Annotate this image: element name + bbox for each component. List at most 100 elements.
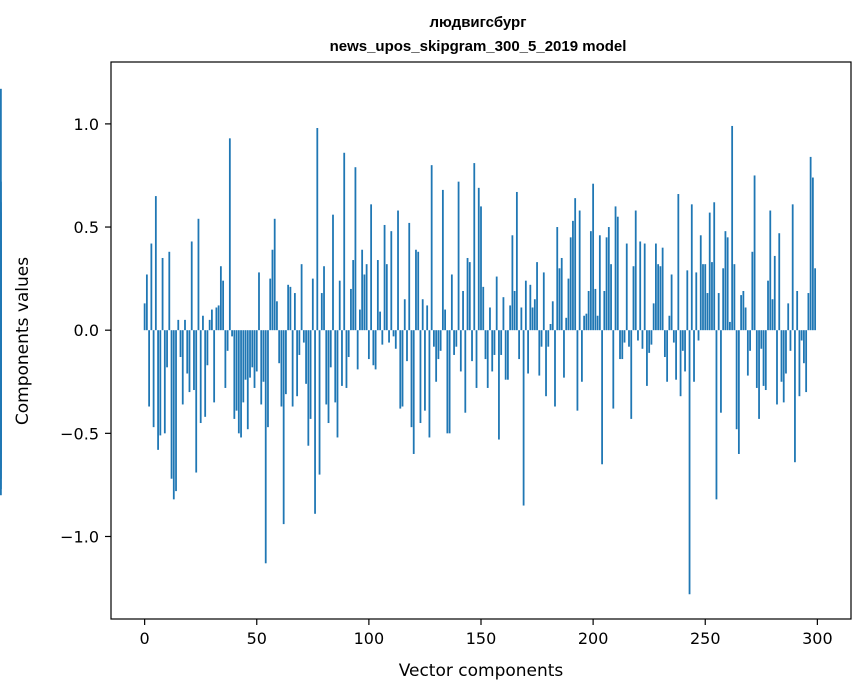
bar: [0, 270, 2, 331]
bar: [332, 214, 334, 331]
bar: [744, 307, 747, 331]
bar: [224, 330, 227, 388]
bar: [740, 295, 743, 331]
bar: [800, 330, 803, 341]
bar: [493, 330, 496, 355]
bar: [336, 330, 339, 438]
bar: [632, 266, 635, 331]
bar: [441, 189, 444, 331]
bar: [421, 299, 424, 331]
bar: [419, 330, 422, 424]
bar: [702, 264, 704, 331]
bar: [354, 167, 357, 331]
bar: [798, 330, 801, 397]
x-tick-label: 200: [578, 629, 609, 648]
bar: [794, 330, 796, 463]
bar: [394, 330, 397, 349]
chart-title-line-2: news_upos_skipgram_300_5_2019 model: [330, 38, 627, 55]
bar: [780, 330, 783, 382]
bar: [538, 330, 541, 376]
bar: [242, 330, 245, 403]
bar: [273, 218, 276, 331]
bar: [424, 330, 426, 411]
bar: [706, 293, 709, 331]
bar: [639, 241, 642, 331]
bar: [605, 237, 608, 331]
bar: [367, 330, 370, 360]
bar: [428, 330, 431, 438]
bar: [533, 299, 536, 331]
bar: [507, 330, 509, 380]
bar: [347, 330, 350, 358]
bar: [807, 293, 810, 331]
bar: [302, 330, 305, 343]
bar: [722, 268, 725, 331]
bar: [172, 330, 175, 500]
bar: [352, 260, 355, 331]
bar: [175, 330, 177, 492]
bar: [327, 330, 330, 424]
bar: [341, 330, 343, 386]
bar: [663, 330, 666, 358]
bar: [504, 330, 507, 380]
bar: [249, 330, 251, 378]
bar: [439, 330, 442, 351]
bar: [433, 330, 435, 347]
bar: [542, 272, 545, 331]
y-tick-label: 0.5: [74, 218, 99, 237]
bar: [708, 212, 711, 331]
bar: [320, 293, 323, 331]
bar: [554, 330, 556, 407]
bar: [560, 257, 563, 331]
bar: [652, 303, 655, 331]
bar: [688, 330, 691, 595]
bar: [522, 330, 525, 506]
bar: [587, 290, 590, 331]
bar: [228, 138, 231, 331]
bar: [462, 290, 464, 331]
bar: [148, 330, 151, 407]
bar: [495, 276, 498, 331]
bar: [628, 330, 630, 347]
bar: [464, 330, 467, 413]
y-tick-label: −0.5: [60, 424, 99, 443]
bar: [291, 330, 294, 407]
bar: [278, 330, 281, 364]
bar: [374, 330, 377, 370]
bar: [789, 330, 792, 351]
bar: [305, 330, 307, 384]
x-tick-label: 300: [802, 629, 833, 648]
bar: [726, 237, 729, 331]
x-tick-label: 0: [140, 629, 150, 648]
bar: [677, 194, 680, 331]
bar: [240, 330, 242, 438]
bar: [459, 330, 462, 372]
bar: [515, 191, 518, 331]
bar: [392, 330, 395, 337]
bar: [233, 330, 236, 419]
bar: [646, 330, 648, 386]
bar: [314, 330, 316, 514]
bar: [666, 330, 669, 382]
bar: [455, 330, 458, 347]
bar: [372, 330, 375, 366]
bar: [166, 330, 168, 368]
bar: [237, 330, 240, 434]
bar: [244, 330, 247, 380]
bar: [293, 293, 296, 331]
bar: [202, 315, 204, 331]
bar: [735, 330, 738, 430]
bar: [771, 299, 774, 331]
bar: [475, 330, 478, 388]
bar: [661, 247, 664, 331]
bar: [231, 330, 233, 337]
bar: [426, 305, 429, 331]
bar: [760, 330, 763, 349]
bar: [154, 196, 157, 331]
bar: [796, 290, 799, 331]
x-axis: 0 50 100 150 200 250 300: [140, 619, 833, 648]
bar: [365, 264, 368, 331]
bar: [563, 330, 565, 378]
bar: [466, 257, 469, 331]
y-tick-label: −1.0: [60, 527, 99, 546]
